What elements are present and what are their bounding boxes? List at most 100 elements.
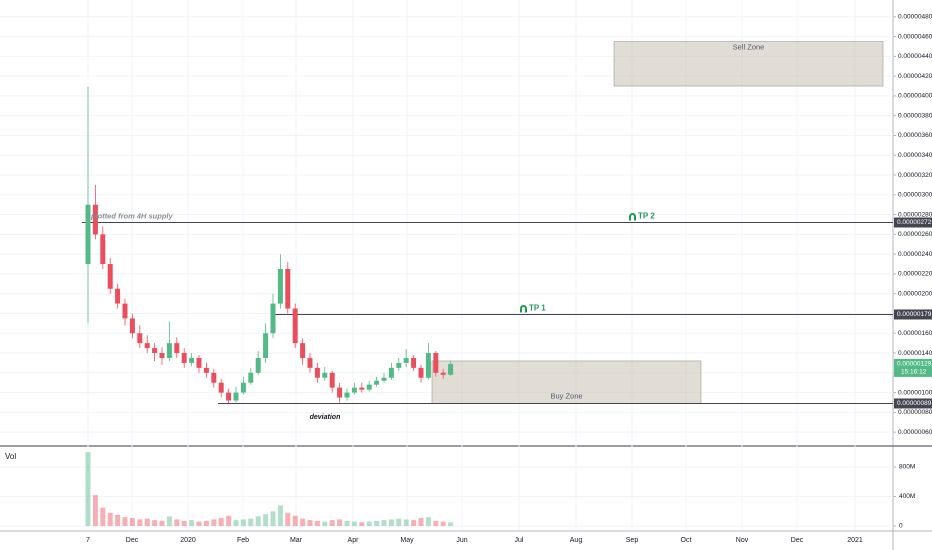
volume-bar bbox=[374, 520, 380, 527]
volume-label: Vol bbox=[5, 452, 16, 461]
candle-body bbox=[374, 380, 380, 385]
y-tick-label: 0.00000460 bbox=[898, 33, 932, 40]
y-tick-label: 0.00000100 bbox=[898, 389, 932, 396]
x-tick-label: Mar bbox=[290, 537, 303, 544]
y-tick-label: 0.00000080 bbox=[898, 409, 932, 416]
candle-body bbox=[359, 387, 365, 390]
volume-bar bbox=[351, 521, 357, 527]
volume-bar bbox=[277, 505, 283, 527]
volume-bar bbox=[189, 520, 195, 527]
candle-body bbox=[226, 392, 232, 401]
candle-body bbox=[166, 343, 172, 358]
x-tick-label: Dec bbox=[126, 537, 139, 544]
volume-bar bbox=[233, 520, 239, 527]
candle-body bbox=[122, 303, 128, 319]
tp-icon bbox=[520, 304, 527, 313]
x-tick-label: Feb bbox=[237, 537, 249, 544]
volume-bar bbox=[337, 519, 343, 527]
level-label: 0.00000179 bbox=[897, 311, 932, 318]
candle-body bbox=[107, 264, 113, 289]
volume-bar bbox=[218, 517, 224, 527]
candle-body bbox=[425, 353, 431, 378]
candle-body bbox=[433, 353, 439, 373]
candle-body bbox=[300, 343, 306, 358]
volume-bar bbox=[381, 520, 387, 527]
candle-body bbox=[85, 204, 91, 265]
x-tick-label: Sep bbox=[626, 537, 639, 544]
candle-body bbox=[307, 357, 313, 368]
volume-bar bbox=[115, 514, 121, 527]
volume-bar bbox=[166, 516, 172, 527]
y-tick-label: 0.00000340 bbox=[898, 152, 932, 159]
y-tick-label: 0.00000260 bbox=[898, 231, 932, 238]
volume-bar bbox=[211, 519, 217, 527]
annotation: deviation bbox=[310, 414, 341, 421]
volume-bar bbox=[440, 521, 446, 527]
volume-bar bbox=[344, 520, 350, 527]
last-price-label: 0.00000129 bbox=[897, 361, 932, 368]
volume-bar bbox=[263, 514, 269, 527]
y-tick-label: 0.00000480 bbox=[898, 14, 932, 21]
volume-bar bbox=[248, 518, 254, 527]
x-tick-label: 2021 bbox=[847, 537, 863, 544]
x-tick-label: Oct bbox=[681, 537, 692, 544]
volume-bar bbox=[181, 520, 187, 527]
y-tick-label: 0.00000240 bbox=[898, 251, 932, 258]
candle-body bbox=[381, 377, 387, 381]
volume-tick-label: 0 bbox=[899, 523, 903, 530]
volume-bar bbox=[322, 521, 328, 527]
volume-bar bbox=[152, 520, 158, 527]
candle-body bbox=[448, 363, 454, 375]
volume-bar bbox=[418, 517, 424, 527]
volume-bar bbox=[448, 522, 454, 527]
y-tick-label: 0.00000060 bbox=[898, 429, 932, 436]
candle-body bbox=[255, 357, 261, 373]
volume-bar bbox=[85, 452, 91, 527]
volume-bar bbox=[92, 495, 98, 527]
y-tick-label: 0.00000160 bbox=[898, 330, 932, 337]
zone bbox=[431, 360, 702, 404]
x-tick-label: Nov bbox=[736, 537, 749, 544]
candle-body bbox=[344, 392, 350, 398]
x-tick-label: Apr bbox=[348, 537, 360, 544]
volume-bar bbox=[403, 519, 409, 527]
y-tick-label: 0.00000360 bbox=[898, 132, 932, 139]
candle-body bbox=[263, 333, 269, 358]
candle-body bbox=[292, 308, 298, 344]
candle-body bbox=[388, 367, 394, 378]
volume-bar bbox=[307, 520, 313, 527]
y-tick-label: 0.00000220 bbox=[898, 271, 932, 278]
y-tick-label: 0.00000300 bbox=[898, 192, 932, 199]
candle-body bbox=[329, 372, 335, 388]
volume-tick-label: 400M bbox=[899, 493, 915, 500]
level-label-box bbox=[894, 398, 932, 409]
x-tick-label: Aug bbox=[570, 537, 583, 544]
x-tick-label: May bbox=[400, 537, 414, 544]
candle-body bbox=[351, 387, 357, 393]
x-tick-label: 7 bbox=[86, 537, 90, 544]
candle-body bbox=[248, 372, 254, 383]
volume-bar bbox=[433, 520, 439, 527]
volume-bar bbox=[240, 519, 246, 527]
candle-body bbox=[174, 343, 180, 354]
y-tick-label: 0.00000420 bbox=[898, 73, 932, 80]
candle-body bbox=[137, 333, 143, 344]
level-label: 0.00000089 bbox=[897, 400, 932, 407]
candle-body bbox=[285, 268, 291, 309]
x-tick-label: 2020 bbox=[180, 537, 196, 544]
zone-label: Sell Zone bbox=[733, 43, 765, 52]
tp-icon bbox=[629, 213, 636, 221]
candle-body bbox=[218, 382, 224, 393]
candle-body bbox=[152, 348, 158, 354]
volume-bar bbox=[226, 515, 232, 527]
candle-body bbox=[322, 372, 328, 378]
candle-body bbox=[277, 268, 283, 304]
candle-body bbox=[403, 357, 409, 363]
y-tick-label: 0.00000400 bbox=[898, 93, 932, 100]
zone bbox=[613, 41, 884, 87]
volume-bar bbox=[396, 518, 402, 527]
candle-body bbox=[211, 372, 217, 383]
volume-bar bbox=[100, 507, 106, 527]
